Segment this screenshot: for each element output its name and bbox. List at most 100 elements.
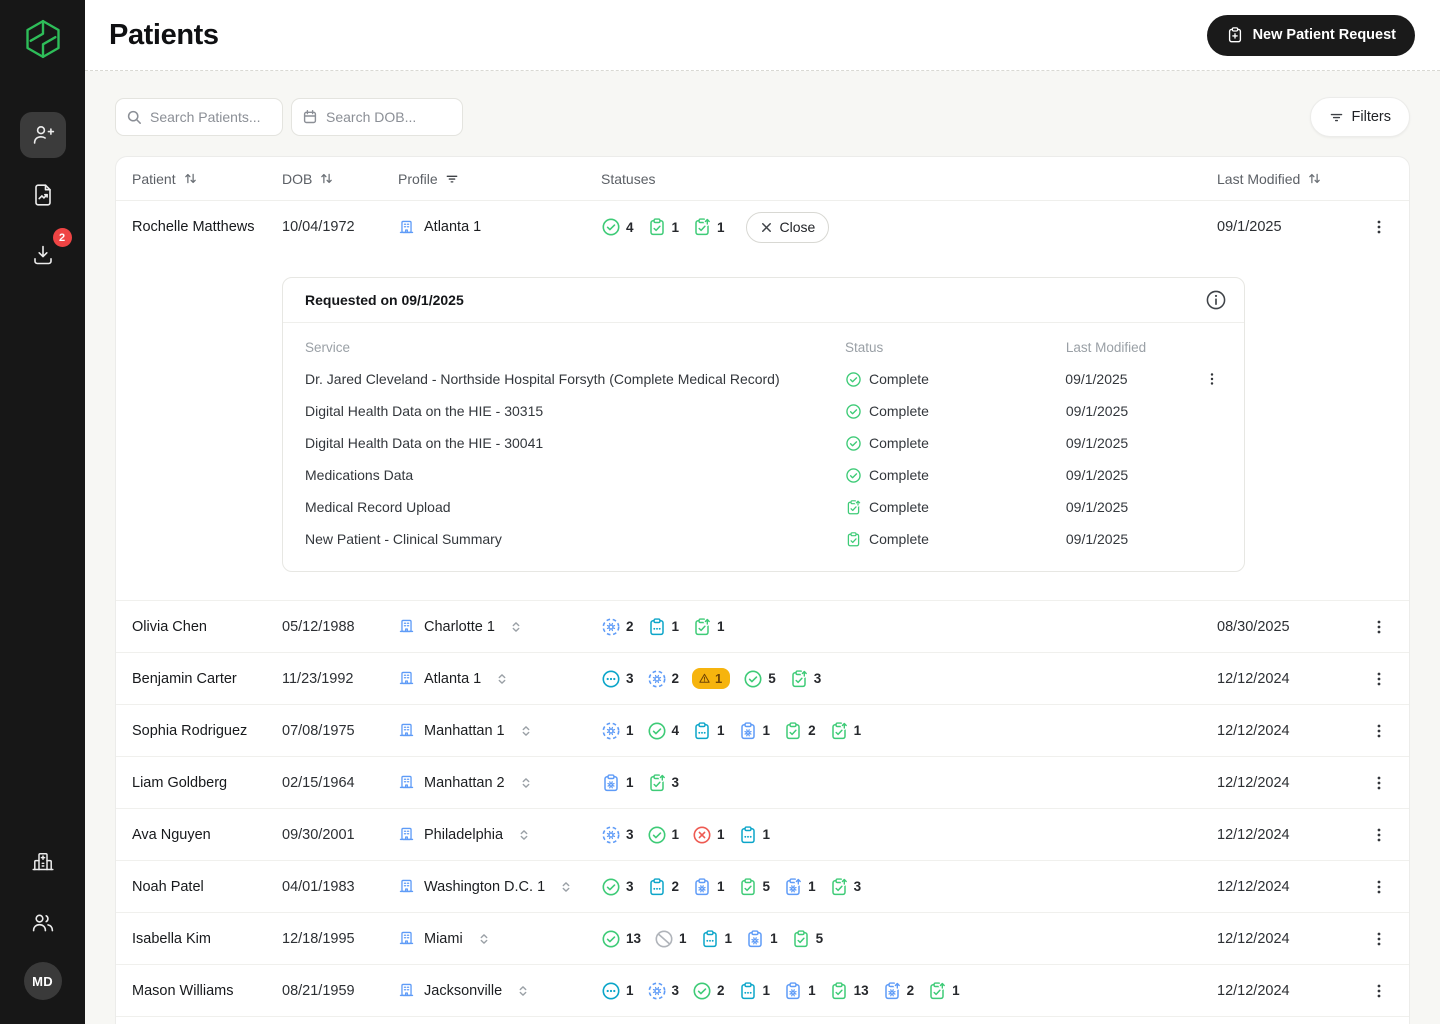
sidebar-item-users[interactable] xyxy=(20,900,66,946)
profile-cell[interactable]: Miami xyxy=(398,930,601,947)
column-profile[interactable]: Profile xyxy=(398,171,601,187)
sort-icon[interactable] xyxy=(319,171,334,186)
status-clipboard-gear[interactable]: 1 xyxy=(783,981,816,1001)
status-clipboard-dots[interactable]: 1 xyxy=(647,617,679,637)
profile-selector-icon[interactable] xyxy=(559,880,573,894)
status-clipboard-up[interactable]: 1 xyxy=(927,981,960,1001)
status-circle-x[interactable]: 1 xyxy=(692,825,725,845)
status-gear-circle[interactable]: 3 xyxy=(647,981,679,1001)
profile-cell[interactable]: Manhattan 1 xyxy=(398,722,601,739)
profile-selector-icon[interactable] xyxy=(509,620,523,634)
new-patient-request-button[interactable]: New Patient Request xyxy=(1206,14,1415,56)
sidebar-item-file-chart[interactable] xyxy=(20,172,66,218)
profile-selector-icon[interactable] xyxy=(516,984,530,998)
status-gear-circle[interactable]: 2 xyxy=(601,617,634,637)
close-expanded-button[interactable]: Close xyxy=(745,211,830,243)
row-menu-icon[interactable] xyxy=(1368,616,1390,638)
status-clipboard-dots[interactable]: 1 xyxy=(692,721,725,741)
profile-cell[interactable]: Washington D.C. 1 xyxy=(398,878,601,895)
info-icon[interactable] xyxy=(1205,289,1227,311)
row-menu-icon[interactable] xyxy=(1368,980,1390,1002)
status-clipboard-gear-up[interactable]: 1 xyxy=(783,877,816,897)
status-circle-check[interactable]: 13 xyxy=(601,929,641,949)
status-circle-check[interactable]: 5 xyxy=(743,669,776,689)
status-clipboard-up[interactable]: 1 xyxy=(692,217,725,237)
status-clipboard-gear-up[interactable]: 2 xyxy=(882,981,914,1001)
status-clipboard-up[interactable]: 1 xyxy=(692,617,725,637)
filter-icon[interactable] xyxy=(445,172,459,186)
sidebar-item-download-tray[interactable]: 2 xyxy=(20,228,72,278)
row-menu-icon[interactable] xyxy=(1368,772,1390,794)
status-circle-dots[interactable]: 3 xyxy=(601,669,634,689)
search-patients-input[interactable] xyxy=(115,98,283,136)
profile-selector-icon[interactable] xyxy=(477,932,491,946)
table-row[interactable]: Ava Nguyen 09/30/2001 Philadelphia 3 1 1 1 12/1… xyxy=(116,808,1409,860)
sort-icon[interactable] xyxy=(1307,171,1322,186)
status-clipboard-dots[interactable]: 1 xyxy=(700,929,732,949)
sidebar-item-hospital[interactable] xyxy=(20,838,66,884)
sidebar-item-person-add[interactable] xyxy=(19,112,66,158)
search-dob-input[interactable] xyxy=(291,98,463,136)
table-row[interactable]: Isabella Kim 12/18/1995 Miami 13 1 1 1 5 12/12/2… xyxy=(116,912,1409,964)
profile-selector-icon[interactable] xyxy=(519,776,533,790)
status-clipboard-gear[interactable]: 1 xyxy=(692,877,725,897)
status-gear-circle[interactable]: 1 xyxy=(601,721,634,741)
row-menu-icon[interactable] xyxy=(1368,720,1390,742)
status-clipboard-up[interactable]: 3 xyxy=(789,669,821,689)
table-row[interactable]: Olivia Chen 05/12/1988 Charlotte 1 2 1 1 08/30… xyxy=(116,600,1409,652)
profile-selector-icon[interactable] xyxy=(517,828,531,842)
status-clipboard-check[interactable]: 1 xyxy=(647,217,679,237)
status-clipboard-check[interactable]: 5 xyxy=(738,877,770,897)
table-row-partial[interactable] xyxy=(116,1016,1409,1024)
profile-cell[interactable]: Philadelphia xyxy=(398,826,601,843)
status-clipboard-up[interactable]: 3 xyxy=(829,877,861,897)
status-circle-check[interactable]: 1 xyxy=(647,825,679,845)
profile-cell[interactable]: Charlotte 1 xyxy=(398,618,601,635)
status-gear-circle[interactable]: 2 xyxy=(647,669,679,689)
column-last-modified[interactable]: Last Modified xyxy=(1217,171,1365,187)
status-circle-check[interactable]: 4 xyxy=(647,721,679,741)
column-dob[interactable]: DOB xyxy=(282,171,398,187)
profile-cell[interactable]: Manhattan 2 xyxy=(398,774,601,791)
sort-icon[interactable] xyxy=(183,171,198,186)
status-circle-check[interactable]: 2 xyxy=(692,981,725,1001)
row-menu-icon[interactable] xyxy=(1368,824,1390,846)
row-menu-icon[interactable] xyxy=(1368,668,1390,690)
status-clipboard-up[interactable]: 1 xyxy=(829,721,861,741)
table-row[interactable]: Mason Williams 08/21/1959 Jacksonville 1 3 2 1… xyxy=(116,964,1409,1016)
status-clipboard-gear[interactable]: 1 xyxy=(601,773,634,793)
column-patient[interactable]: Patient xyxy=(132,171,282,187)
status-clipboard-dots[interactable]: 1 xyxy=(738,825,770,845)
status-slash-circle[interactable]: 1 xyxy=(654,929,687,949)
status-clipboard-gear[interactable]: 1 xyxy=(738,721,770,741)
profile-cell[interactable]: Atlanta 1 xyxy=(398,219,601,236)
status-circle-check[interactable]: 3 xyxy=(601,877,634,897)
status-clipboard-check[interactable]: 13 xyxy=(829,981,869,1001)
status-clipboard-up[interactable]: 3 xyxy=(647,773,679,793)
profile-selector-icon[interactable] xyxy=(519,724,533,738)
status-gear-circle[interactable]: 3 xyxy=(601,825,634,845)
filters-button[interactable]: Filters xyxy=(1309,97,1410,137)
status-circle-dots[interactable]: 1 xyxy=(601,981,634,1001)
user-avatar[interactable]: MD xyxy=(23,962,62,1000)
status-warning-badge[interactable]: 1 xyxy=(692,668,731,689)
status-clipboard-check[interactable]: 2 xyxy=(783,721,816,741)
service-menu-icon[interactable] xyxy=(1202,369,1222,389)
row-menu-icon[interactable] xyxy=(1368,876,1390,898)
table-row[interactable]: Liam Goldberg 02/15/1964 Manhattan 2 1 3 12/1… xyxy=(116,756,1409,808)
profile-selector-icon[interactable] xyxy=(495,672,509,686)
row-menu-icon[interactable] xyxy=(1368,216,1390,238)
status-clipboard-gear[interactable]: 1 xyxy=(745,929,778,949)
status-clipboard-dots[interactable]: 2 xyxy=(647,877,679,897)
profile-cell[interactable]: Jacksonville xyxy=(398,982,601,999)
status-clipboard-dots[interactable]: 1 xyxy=(738,981,770,1001)
status-clipboard-check[interactable]: 5 xyxy=(791,929,823,949)
status-circle-check[interactable]: 4 xyxy=(601,217,634,237)
profile-cell[interactable]: Atlanta 1 xyxy=(398,670,601,687)
status-clipboard-check xyxy=(845,531,862,548)
row-menu-icon[interactable] xyxy=(1368,928,1390,950)
